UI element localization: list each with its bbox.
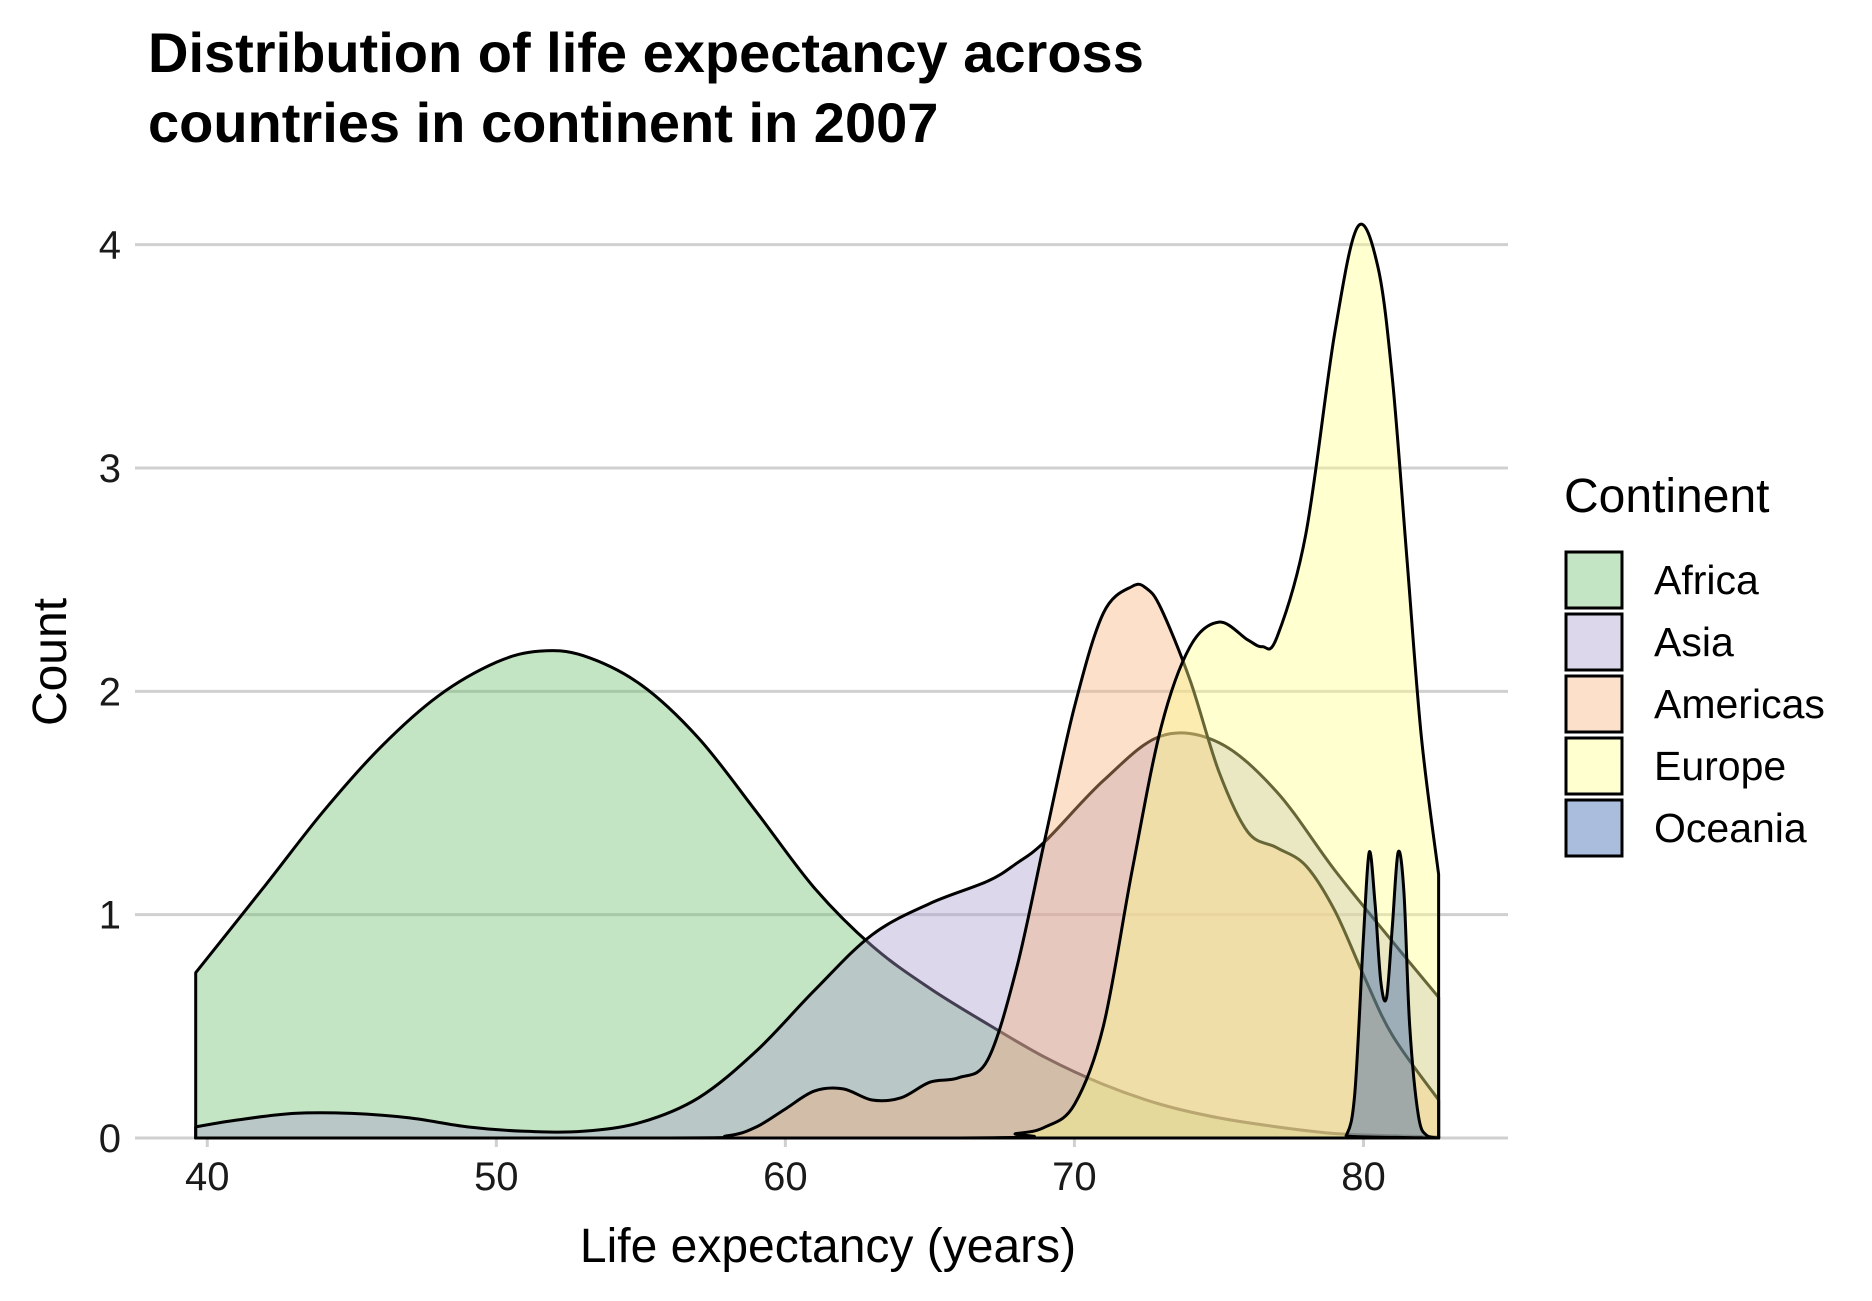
legend-label-asia: Asia [1654, 619, 1734, 665]
y-axis-tick-labels: 0 1 2 3 4 [99, 224, 121, 1161]
chart-title-line-1: Distribution of life expectancy across [148, 21, 1144, 84]
x-tick-label-40: 40 [185, 1155, 230, 1199]
y-tick-label-3: 3 [99, 447, 121, 491]
y-tick-label-2: 2 [99, 670, 121, 714]
legend-key-africa [1564, 550, 1624, 610]
legend-key-oceania [1564, 798, 1624, 858]
chart-title: Distribution of life expectancy across c… [148, 21, 1144, 154]
y-tick-label-0: 0 [99, 1117, 121, 1161]
legend-label-americas: Americas [1654, 681, 1825, 727]
x-tick-label-50: 50 [474, 1155, 519, 1199]
chart-title-line-2: countries in continent in 2007 [148, 91, 938, 154]
legend-key-asia [1564, 612, 1624, 672]
x-tick-label-70: 70 [1052, 1155, 1097, 1199]
density-area-asia [194, 731, 1441, 1140]
legend-key-europe [1564, 736, 1624, 796]
legend-title: Continent [1564, 470, 1769, 523]
x-tick-label-60: 60 [763, 1155, 808, 1199]
density-area-europe [194, 222, 1441, 1140]
legend-label-europe: Europe [1654, 743, 1786, 789]
legend: Continent Africa Asia Americas Europe Oceani… [1564, 470, 1825, 858]
density-areas [194, 222, 1441, 1140]
legend-label-africa: Africa [1654, 557, 1759, 603]
y-axis-title: Count [24, 598, 77, 726]
x-axis-title: Life expectancy (years) [580, 1220, 1076, 1273]
density-area-americas [194, 582, 1441, 1140]
density-area-oceania [194, 849, 1441, 1140]
legend-label-oceania: Oceania [1654, 805, 1807, 851]
x-axis-tick-labels: 40 50 60 70 80 [185, 1155, 1386, 1199]
y-tick-label-1: 1 [99, 894, 121, 938]
x-tick-label-80: 80 [1341, 1155, 1386, 1199]
y-tick-label-4: 4 [99, 224, 121, 268]
density-area-africa [194, 649, 1441, 1140]
legend-key-americas [1564, 674, 1624, 734]
